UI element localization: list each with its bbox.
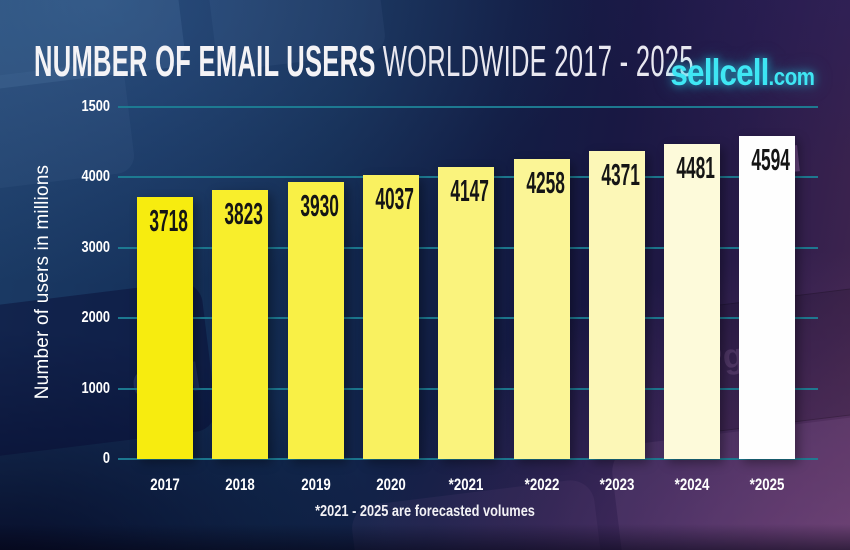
x-axis-label: 2018 (225, 475, 256, 494)
y-axis-tick-label: 1000 (81, 379, 110, 397)
bar-2017: 3718 (137, 197, 193, 459)
bar-value-label: 4037 (375, 180, 414, 216)
bar-value-label: 4594 (751, 141, 791, 177)
bar-2022: 4258 (513, 159, 570, 459)
bar-value-label: 3718 (149, 203, 188, 239)
bar-value-label: 4371 (601, 157, 640, 193)
brand-logo: sellcell.com (670, 52, 814, 94)
bar-value-label: 4147 (450, 173, 490, 209)
bar-2019: 3930 (287, 182, 344, 459)
bar-value-label: 4258 (525, 165, 565, 201)
y-axis-tick-label: 3000 (81, 238, 110, 256)
bar-2023: 4371 (588, 151, 645, 459)
bar-value-label: 4481 (676, 149, 716, 185)
y-axis-tick-label: 1500 (81, 98, 110, 115)
bar-2018: 3823 (212, 189, 269, 459)
y-axis-title: Number of users in millions (32, 164, 53, 400)
y-gridline-1500 (118, 106, 818, 108)
y-axis-tick-label: 4000 (81, 168, 110, 186)
x-axis-label: *2024 (674, 475, 710, 494)
bar-2021: 4147 (438, 167, 495, 459)
x-axis-label: 2017 (150, 475, 180, 494)
x-axis-label: *2021 (448, 475, 484, 494)
x-axis-label: *2022 (524, 475, 559, 494)
y-axis-tick-label: 0 (102, 450, 110, 467)
x-axis-label: 2019 (300, 475, 331, 494)
x-axis-label: *2023 (599, 475, 635, 494)
bar-2020: 4037 (362, 174, 419, 459)
bar-value-label: 3930 (299, 188, 339, 224)
bar-chart-plot-area: 0 1000 2000 3000 4000 1500 3718 2017 3823 2018 393… (82, 98, 818, 494)
bar-2025: 4594 (739, 135, 796, 459)
page-title: NUMBER OF EMAIL USERS WORLDWIDE 2017 - 2… (34, 40, 694, 84)
x-axis-label: *2025 (750, 475, 785, 494)
brand-logo-tld: .com (768, 64, 814, 91)
page-title-main: NUMBER OF EMAIL USERS (34, 37, 376, 86)
brand-logo-name: sellcell (669, 52, 769, 93)
bar-2024: 4481 (664, 143, 721, 459)
page-title-subtitle: WORLDWIDE 2017 - 2025 (382, 37, 694, 86)
x-axis-label: 2020 (376, 475, 406, 494)
y-gridline-0 (118, 458, 818, 460)
bar-value-label: 3823 (224, 195, 264, 231)
y-axis-tick-label: 2000 (81, 309, 110, 327)
forecast-footnote: *2021 - 2025 are forecasted volumes (315, 503, 535, 520)
